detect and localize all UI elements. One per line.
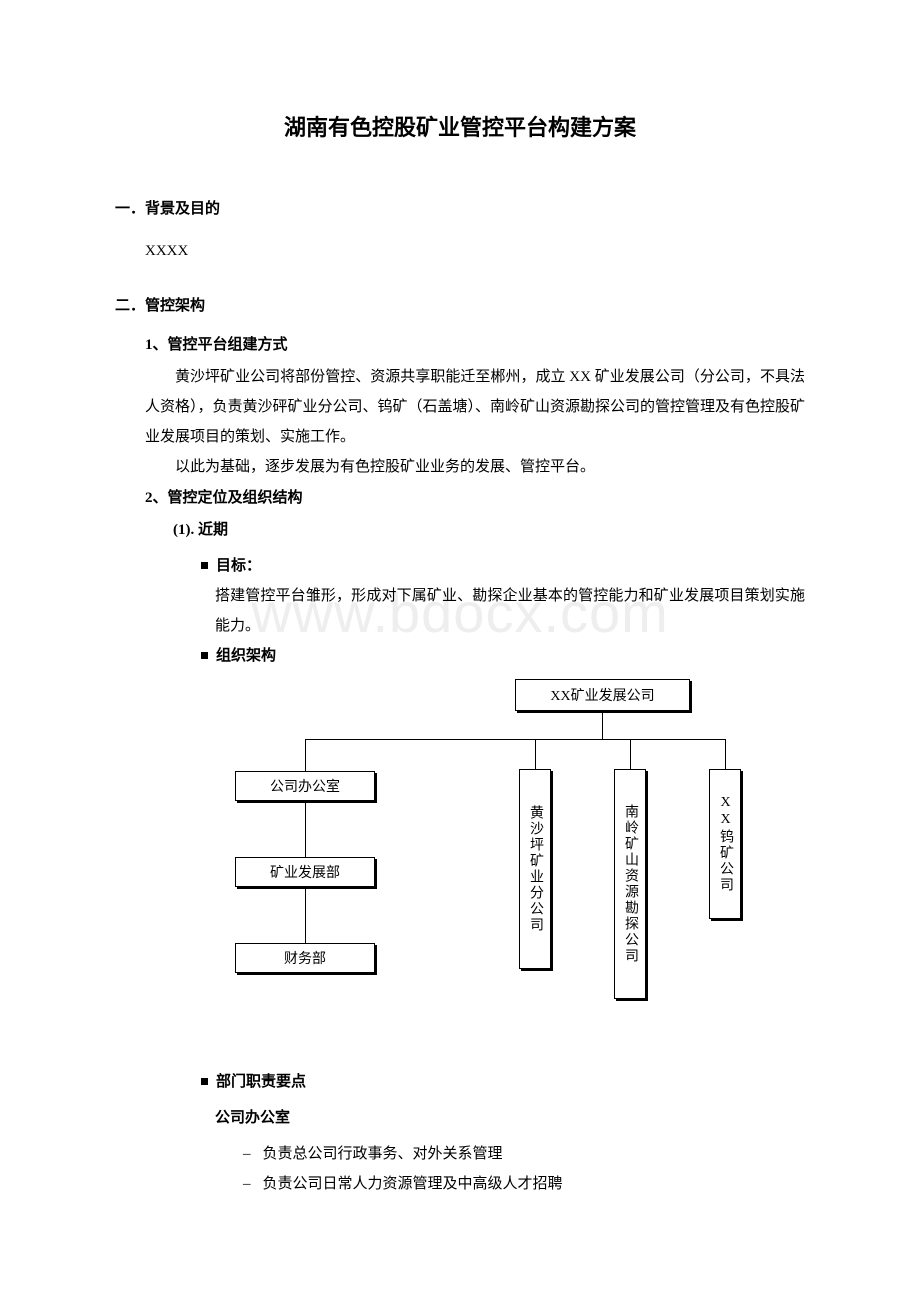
square-bullet-icon <box>201 562 208 569</box>
org-sub-box: XX钨矿公司 <box>709 769 741 919</box>
goal-label: 目标： <box>216 551 261 581</box>
goal-text: 搭建管控平台雏形，形成对下属矿业、勘探企业基本的管控能力和矿业发展项目策划实施能… <box>215 581 805 641</box>
org-dept-box: 财务部 <box>235 943 375 973</box>
square-bullet-icon <box>201 1078 208 1085</box>
duty-row: 部门职责要点 <box>201 1067 805 1097</box>
org-line <box>602 713 603 739</box>
document-title: 湖南有色控股矿业管控平台构建方案 <box>115 110 805 142</box>
org-dept-box: 矿业发展部 <box>235 857 375 887</box>
sub-2-1-p1: 黄沙坪矿业公司将部份管控、资源共享职能迁至郴州，成立 XX 矿业发展公司（分公司… <box>145 362 805 452</box>
dept-1-name: 公司办公室 <box>215 1103 805 1133</box>
dept-1-item: – 负责公司日常人力资源管理及中高级人才招聘 <box>243 1169 805 1199</box>
sub-2-1-p2: 以此为基础，逐步发展为有色控股矿业业务的发展、管控平台。 <box>145 452 805 482</box>
square-bullet-icon <box>201 652 208 659</box>
sub-2-1-heading: 1、管控平台组建方式 <box>145 333 805 354</box>
org-sub-box: 南岭矿山资源勘探公司 <box>614 769 646 999</box>
sub-2-2-heading: 2、管控定位及组织结构 <box>145 486 805 507</box>
org-row: 组织架构 <box>201 641 805 671</box>
org-line <box>535 739 536 769</box>
document-content: 湖南有色控股矿业管控平台构建方案 一．背景及目的 XXXX 二．管控架构 1、管… <box>115 110 805 1199</box>
org-sub-box: 黄沙坪矿业分公司 <box>519 769 551 969</box>
goal-row: 目标： <box>201 551 805 581</box>
phase-1-heading: (1). 近期 <box>173 515 805 545</box>
org-label: 组织架构 <box>216 641 276 671</box>
duty-label: 部门职责要点 <box>216 1067 306 1097</box>
section-1-heading: 一．背景及目的 <box>115 197 805 218</box>
org-dept-box: 公司办公室 <box>235 771 375 801</box>
org-top-box: XX矿业发展公司 <box>515 679 690 711</box>
org-chart: XX矿业发展公司 公司办公室 矿业发展部 财务部 黄沙坪矿业分公司 南岭矿山资源… <box>235 679 775 1049</box>
org-line <box>630 739 631 769</box>
dept-1-item: – 负责总公司行政事务、对外关系管理 <box>243 1139 805 1169</box>
dash-icon: – <box>243 1169 251 1199</box>
org-line <box>305 739 725 740</box>
section-2-heading: 二．管控架构 <box>115 294 805 315</box>
dept-1-item-text: 负责公司日常人力资源管理及中高级人才招聘 <box>263 1169 563 1199</box>
dept-1-item-text: 负责总公司行政事务、对外关系管理 <box>263 1139 503 1169</box>
section-1-body: XXXX <box>145 236 805 266</box>
dash-icon: – <box>243 1139 251 1169</box>
org-line <box>725 739 726 769</box>
